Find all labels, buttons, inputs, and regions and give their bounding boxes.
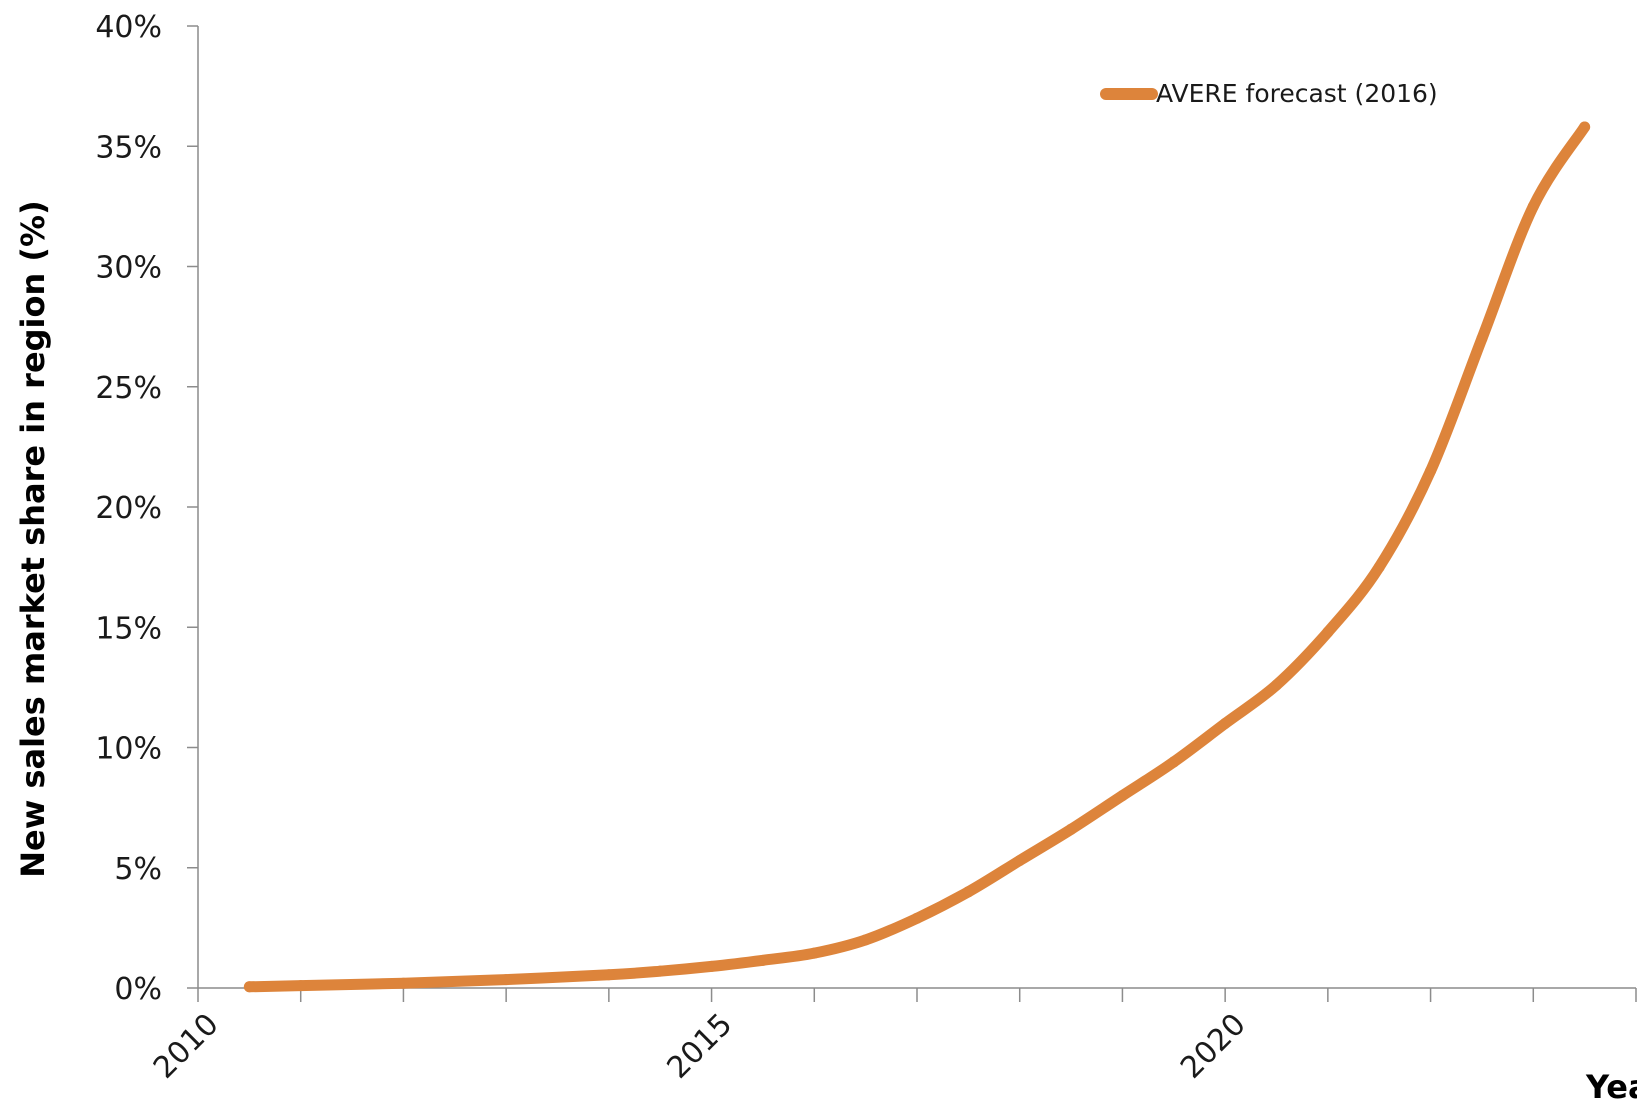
data-point [911,912,923,924]
x-axis: 2010 2015 2020 [147,987,1637,1086]
y-tick-label: 40% [95,10,162,45]
data-point [1425,465,1437,477]
data-point [1373,561,1385,573]
x-axis-title: Year [1585,1068,1637,1106]
y-tick-label: 10% [95,732,162,767]
data-point [295,980,307,992]
data-point [1527,200,1539,212]
series-line [243,121,1591,993]
data-point [1116,790,1128,802]
y-axis-title: New sales market share in region (%) [14,200,52,877]
data-point [757,954,769,966]
legend-label: AVERE forecast (2016) [1156,79,1438,108]
data-point [500,974,512,986]
data-point [1014,855,1026,867]
data-point [808,947,820,959]
legend: AVERE forecast (2016) [1100,79,1438,108]
data-point [397,977,409,989]
data-point [706,960,718,972]
data-point [243,981,255,993]
y-tick-label: 30% [95,251,162,286]
x-tick-label: 2015 [660,1007,739,1086]
y-tick-label: 0% [114,972,162,1007]
series-layer [243,121,1591,993]
data-point [1168,756,1180,768]
y-tick-label: 15% [95,611,162,646]
data-point [654,965,666,977]
data-point [1065,823,1077,835]
data-point [1322,626,1334,638]
data-point [860,934,872,946]
y-tick-label: 5% [114,852,162,887]
data-point [603,969,615,981]
y-axis: 0% 5% 10% 15% 20% 25% 30% 35% 40% [95,10,199,1007]
y-tick-label: 25% [95,371,162,406]
data-point [1579,121,1591,133]
data-point [1476,333,1488,345]
y-tick-label: 35% [95,130,162,165]
x-tick-label: 2010 [147,1007,226,1086]
y-tick-label: 20% [95,491,162,526]
data-point [1219,717,1231,729]
data-point [1271,679,1282,691]
x-tick-label: 2020 [1174,1007,1253,1086]
data-point [962,886,974,898]
